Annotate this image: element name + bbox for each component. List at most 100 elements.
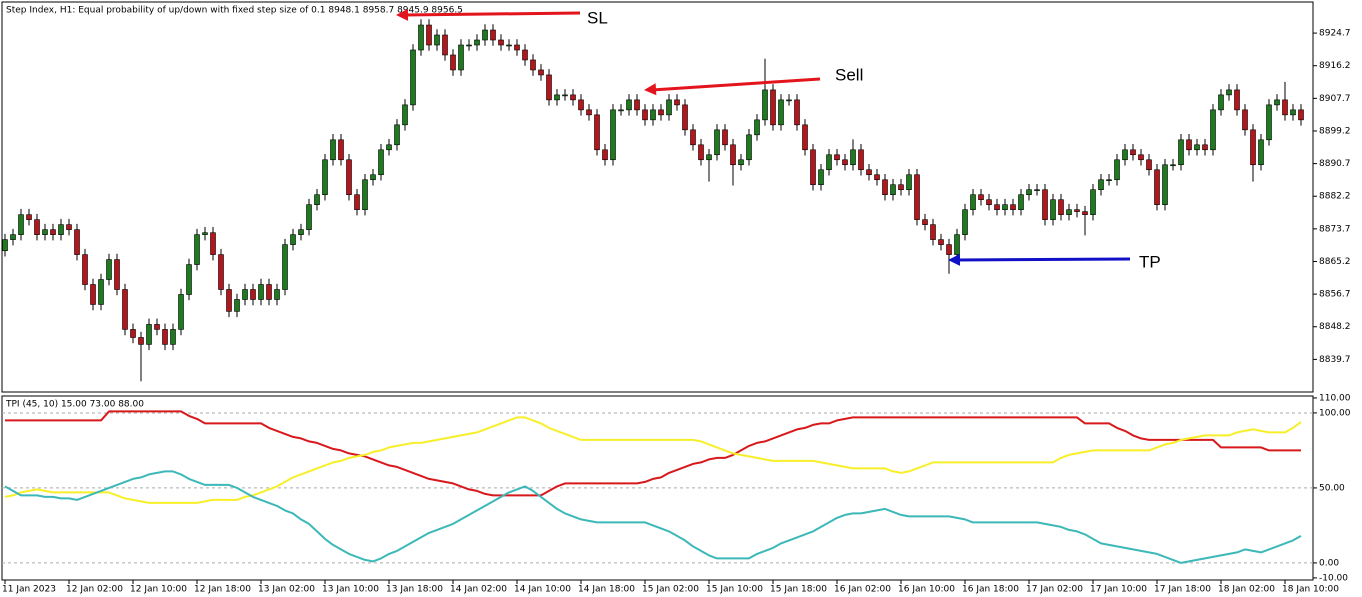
- candle-body: [26, 214, 32, 220]
- candle-body: [970, 194, 976, 210]
- x-tick-label: 11 Jan 2023: [2, 585, 56, 595]
- candle-body: [282, 244, 288, 290]
- candle-body: [1218, 94, 1224, 111]
- x-tick-label: 17 Jan 18:00: [1154, 585, 1211, 595]
- annotation-arrow: [955, 257, 1131, 262]
- y-tick-label: 8856.7: [1319, 290, 1351, 300]
- candle-body: [618, 109, 624, 112]
- candle-body: [474, 39, 480, 46]
- candle-body: [530, 59, 536, 71]
- candle-body: [546, 74, 552, 101]
- candle-body: [786, 99, 792, 102]
- y-tick-label: 8916.2: [1319, 61, 1351, 71]
- x-tick-label: 13 Jan 10:00: [322, 585, 379, 595]
- y-tick-label: 8848.2: [1319, 322, 1351, 332]
- indicator-line: [5, 410, 1301, 497]
- candle-body: [946, 244, 952, 255]
- candle-body: [1202, 144, 1208, 151]
- candle-body: [978, 194, 984, 200]
- candle-body: [330, 139, 336, 161]
- candle-body: [1018, 194, 1024, 210]
- candle-body: [858, 149, 864, 171]
- candle-body: [1090, 189, 1096, 215]
- candle-body: [578, 99, 584, 111]
- candle-body: [130, 329, 136, 338]
- candle-body: [338, 139, 344, 161]
- candle-body: [826, 154, 832, 171]
- candle-body: [50, 229, 56, 235]
- y-tick-label: 8865.2: [1319, 257, 1351, 267]
- candle-body: [274, 289, 280, 300]
- price-pane: [1, 1, 1314, 393]
- candle-body: [1082, 211, 1088, 215]
- candle-body: [202, 232, 208, 235]
- candle-body: [722, 129, 728, 146]
- y-tick-label: -10.00: [1319, 573, 1348, 583]
- candle-body: [346, 159, 352, 195]
- x-tick-label: 15 Jan 10:00: [706, 585, 763, 595]
- candle-body: [418, 24, 424, 51]
- candle-body: [1074, 209, 1080, 212]
- candle-body: [1106, 179, 1112, 182]
- y-tick-label: 8882.2: [1319, 192, 1351, 202]
- candle-body: [586, 109, 592, 116]
- candle-body: [1114, 159, 1120, 181]
- candle-body: [250, 289, 256, 300]
- candle-body: [106, 259, 112, 280]
- candle-body: [58, 224, 64, 235]
- candle-body: [938, 239, 944, 245]
- candle-body: [746, 134, 752, 161]
- candle-body: [650, 109, 656, 121]
- candle-body: [386, 144, 392, 151]
- y-tick-label: 50.00: [1319, 483, 1345, 493]
- candle-body: [1298, 109, 1304, 121]
- candle-body: [1226, 89, 1232, 96]
- candle-body: [834, 154, 840, 161]
- candle-body: [1234, 89, 1240, 111]
- candle-body: [234, 299, 240, 312]
- x-tick-label: 15 Jan 18:00: [770, 585, 827, 595]
- indicator-title: TPI (45, 10) 15.00 73.00 88.00: [5, 400, 144, 410]
- candle-body: [794, 99, 800, 126]
- candle-body: [594, 114, 600, 151]
- candle-body: [690, 129, 696, 146]
- candle-body: [258, 284, 264, 300]
- candle-body: [890, 184, 896, 195]
- x-tick-label: 17 Jan 02:00: [1026, 585, 1083, 595]
- x-tick-label: 13 Jan 18:00: [386, 585, 443, 595]
- candle-body: [930, 224, 936, 240]
- candle-body: [1050, 199, 1056, 220]
- x-tick-label: 16 Jan 02:00: [834, 585, 891, 595]
- candle-body: [986, 199, 992, 205]
- candle-body: [394, 124, 400, 146]
- candle-body: [1282, 99, 1288, 116]
- candle-body: [602, 149, 608, 161]
- candle-body: [866, 169, 872, 176]
- candle-body: [1138, 154, 1144, 161]
- candle-body: [610, 109, 616, 161]
- x-tick-label: 16 Jan 10:00: [898, 585, 955, 595]
- candle-body: [754, 119, 760, 136]
- candle-body: [458, 44, 464, 71]
- candle-body: [570, 94, 576, 101]
- candle-body: [226, 289, 232, 312]
- candle-body: [682, 104, 688, 131]
- candle-body: [730, 144, 736, 166]
- candle-body: [82, 254, 88, 285]
- x-tick-label: 17 Jan 10:00: [1090, 585, 1147, 595]
- candle-body: [466, 44, 472, 47]
- candle-body: [98, 279, 104, 305]
- candle-body: [114, 259, 120, 290]
- candle-body: [1170, 164, 1176, 167]
- candle-body: [66, 224, 72, 230]
- candle-body: [378, 149, 384, 176]
- candle-body: [1122, 149, 1128, 161]
- candle-body: [1162, 164, 1168, 205]
- x-tick-label: 12 Jan 18:00: [194, 585, 251, 595]
- candle-body: [674, 99, 680, 106]
- candle-body: [170, 329, 176, 345]
- candle-body: [42, 229, 48, 235]
- candle-body: [482, 29, 488, 41]
- candle-body: [1098, 179, 1104, 191]
